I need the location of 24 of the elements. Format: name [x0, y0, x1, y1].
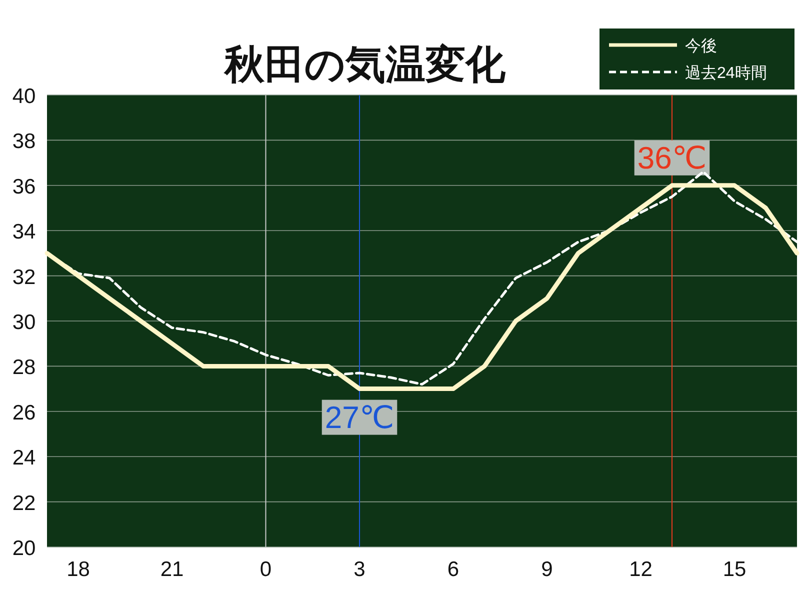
y-tick-label: 34 [12, 220, 36, 244]
y-tick-label: 38 [12, 130, 36, 154]
y-tick-label: 22 [12, 492, 36, 515]
y-tick-label: 28 [12, 356, 36, 380]
y-tick-label: 30 [12, 311, 36, 334]
ref-line-label: 27℃ [324, 400, 394, 435]
x-tick-label: 12 [629, 558, 652, 581]
y-tick-label: 26 [12, 401, 36, 424]
x-tick-label: 15 [722, 558, 746, 581]
y-tick-label: 20 [12, 537, 36, 560]
legend-label: 過去24時間 [685, 64, 767, 82]
chart-title: 秋田の気温変化 [224, 43, 506, 87]
ref-line-label: 36℃ [637, 140, 707, 176]
y-tick-label: 32 [12, 266, 36, 289]
x-tick-label: 6 [447, 558, 460, 581]
legend-label: 今後 [685, 37, 717, 55]
x-tick-label: 18 [66, 558, 90, 581]
x-tick-label: 3 [354, 558, 366, 581]
x-tick-label: 21 [160, 558, 184, 581]
y-tick-label: 36 [12, 175, 36, 198]
x-tick-label: 9 [541, 558, 553, 581]
x-tick-label: 0 [260, 558, 272, 581]
y-tick-label: 40 [12, 85, 36, 108]
y-tick-label: 24 [12, 446, 36, 470]
